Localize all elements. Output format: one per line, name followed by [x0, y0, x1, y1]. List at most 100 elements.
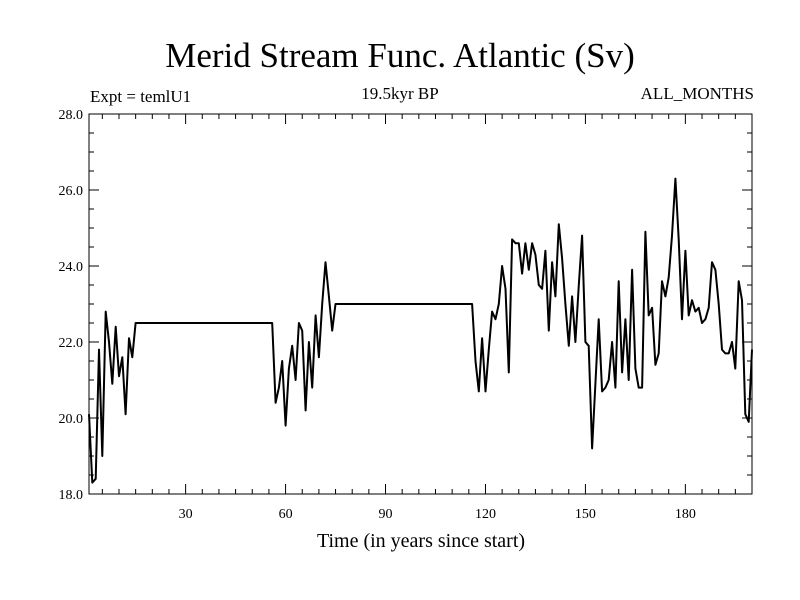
data-point — [718, 303, 720, 305]
data-point — [528, 269, 530, 271]
data-point — [694, 311, 696, 313]
data-point — [511, 238, 513, 240]
data-point — [674, 178, 676, 180]
experiment-label: Expt = temlU1 — [90, 87, 192, 106]
data-point — [275, 402, 277, 404]
data-point — [644, 231, 646, 233]
data-point — [311, 387, 313, 389]
data-point — [288, 368, 290, 370]
data-point — [594, 383, 596, 385]
data-point — [651, 307, 653, 309]
y-tick-label: 26.0 — [59, 184, 84, 199]
data-point — [681, 318, 683, 320]
data-point — [598, 318, 600, 320]
series-line — [88, 177, 753, 484]
data-point — [88, 413, 90, 415]
data-point — [534, 254, 536, 256]
data-point — [548, 330, 550, 332]
data-point — [664, 295, 666, 297]
x-tick-label: 120 — [475, 507, 496, 522]
data-point — [325, 261, 327, 263]
data-point — [628, 379, 630, 381]
data-point — [738, 280, 740, 282]
data-point — [125, 413, 127, 415]
data-point — [671, 235, 673, 237]
data-point — [691, 299, 693, 301]
x-tick-label: 90 — [379, 507, 393, 522]
data-point — [318, 356, 320, 358]
data-point — [558, 223, 560, 225]
data-point — [624, 318, 626, 320]
data-point — [638, 387, 640, 389]
y-tick-label: 22.0 — [59, 336, 84, 351]
chart-subtitle: 19.5kyr BP — [361, 84, 439, 103]
data-point — [115, 326, 117, 328]
data-point — [508, 371, 510, 373]
data-point — [748, 421, 750, 423]
x-tick-label: 150 — [575, 507, 596, 522]
data-point — [131, 356, 133, 358]
data-point — [128, 337, 130, 339]
y-tick-label: 28.0 — [59, 108, 84, 123]
data-point — [604, 387, 606, 389]
data-point — [744, 413, 746, 415]
data-point — [608, 379, 610, 381]
data-point — [554, 295, 556, 297]
data-point — [474, 360, 476, 362]
data-point — [631, 269, 633, 271]
y-tick-label: 18.0 — [59, 488, 84, 503]
data-point — [504, 288, 506, 290]
data-point — [491, 311, 493, 313]
x-tick-label: 60 — [279, 507, 293, 522]
data-point — [614, 387, 616, 389]
data-point — [618, 280, 620, 282]
data-point — [308, 341, 310, 343]
data-point — [494, 318, 496, 320]
data-point — [105, 311, 107, 313]
data-point — [684, 250, 686, 252]
data-point — [98, 349, 100, 351]
data-point — [285, 425, 287, 427]
data-point — [578, 284, 580, 286]
data-point — [634, 368, 636, 370]
data-point — [551, 261, 553, 263]
data-point — [471, 303, 473, 305]
data-point — [111, 383, 113, 385]
data-point — [281, 360, 283, 362]
data-point — [611, 341, 613, 343]
chart-title: Merid Stream Func. Atlantic (Sv) — [165, 36, 635, 75]
data-point — [101, 455, 103, 457]
x-tick-label: 180 — [675, 507, 696, 522]
data-point — [488, 349, 490, 351]
data-point — [514, 242, 516, 244]
data-point — [751, 349, 753, 351]
data-point — [291, 345, 293, 347]
data-point — [591, 447, 593, 449]
data-point — [564, 303, 566, 305]
data-point — [574, 341, 576, 343]
data-point — [328, 295, 330, 297]
data-point — [481, 337, 483, 339]
data-point — [484, 390, 486, 392]
x-axis-label: Time (in years since start) — [317, 530, 525, 552]
data-point — [498, 303, 500, 305]
data-point — [518, 242, 520, 244]
data-point — [648, 314, 650, 316]
data-point — [91, 482, 93, 484]
data-point — [121, 356, 123, 358]
data-point — [621, 371, 623, 373]
data-point — [654, 364, 656, 366]
data-point — [658, 352, 660, 354]
data-point — [731, 341, 733, 343]
data-point — [331, 330, 333, 332]
data-point — [298, 322, 300, 324]
data-point — [588, 345, 590, 347]
y-tick-label: 20.0 — [59, 412, 84, 427]
data-point — [734, 368, 736, 370]
data-point — [641, 387, 643, 389]
data-point — [704, 318, 706, 320]
data-point — [295, 379, 297, 381]
data-point — [721, 349, 723, 351]
x-tick-label: 30 — [179, 507, 193, 522]
